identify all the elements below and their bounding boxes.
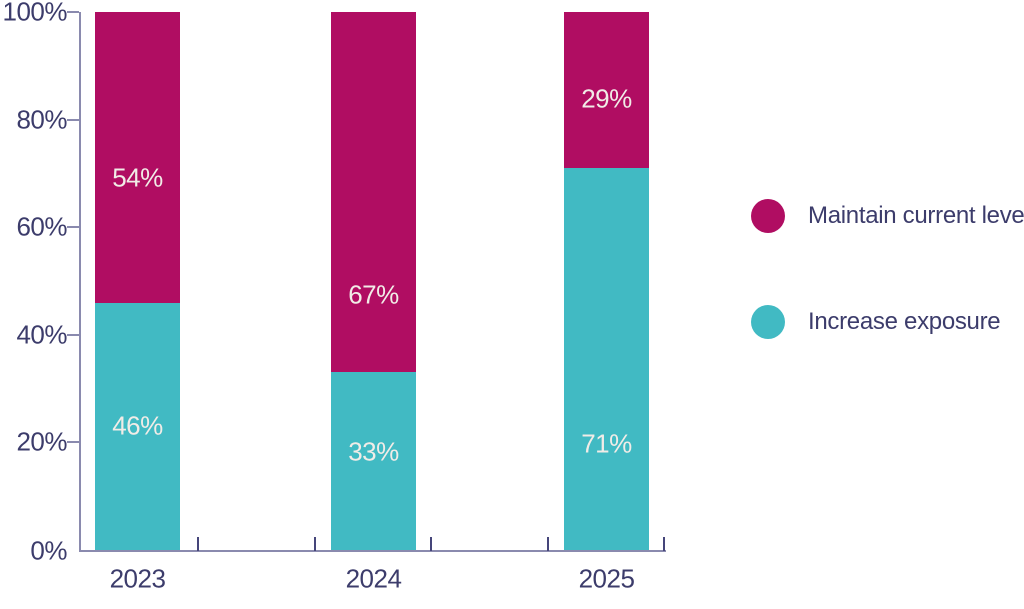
y-axis-tick-label: 0% <box>30 535 67 566</box>
y-axis-tick-label: 60% <box>16 211 67 242</box>
y-axis-tick <box>67 11 79 13</box>
bar-value-label: 54% <box>112 162 163 193</box>
y-axis-tick <box>67 441 79 444</box>
y-axis-tick-label: 80% <box>16 104 67 135</box>
legend-swatch-icon <box>751 305 785 339</box>
y-axis-line <box>79 12 81 552</box>
x-axis-line <box>79 550 666 552</box>
bar-segment-increase-exposure <box>331 372 416 550</box>
bar-segment-maintain-current-level <box>331 12 416 373</box>
bar-segment-increase-exposure <box>564 168 649 550</box>
y-axis-tick <box>67 118 79 121</box>
x-axis-tick <box>313 537 316 551</box>
bar-segment-increase-exposure <box>95 302 180 550</box>
legend-item: Increase exposure <box>751 305 1001 339</box>
bar-segment-maintain-current-level <box>95 12 180 303</box>
x-axis-label: 2023 <box>109 563 166 594</box>
x-axis-tick <box>430 537 432 551</box>
legend-label: Maintain current level <box>808 202 1024 229</box>
legend-swatch-icon <box>751 199 785 233</box>
bar-value-label: 67% <box>348 279 399 310</box>
bar-value-label: 33% <box>348 436 399 467</box>
bar-value-label: 71% <box>581 428 632 459</box>
x-axis-tick <box>196 537 199 551</box>
legend-item: Maintain current level <box>751 199 1024 233</box>
x-axis-tick <box>662 537 665 551</box>
y-axis-tick-label: 20% <box>16 426 67 457</box>
y-axis-tick <box>67 333 79 336</box>
bar-segment-maintain-current-level <box>564 12 649 169</box>
legend-label: Increase exposure <box>808 308 1001 335</box>
y-axis-tick <box>67 226 79 229</box>
x-axis-tick <box>547 537 549 551</box>
y-axis-tick-label: 100% <box>2 0 68 27</box>
bar-value-label: 29% <box>581 83 632 114</box>
bar-value-label: 46% <box>112 410 163 441</box>
y-axis-tick-label: 40% <box>16 319 67 350</box>
x-axis-label: 2025 <box>578 563 635 594</box>
x-axis-label: 2024 <box>345 563 402 594</box>
